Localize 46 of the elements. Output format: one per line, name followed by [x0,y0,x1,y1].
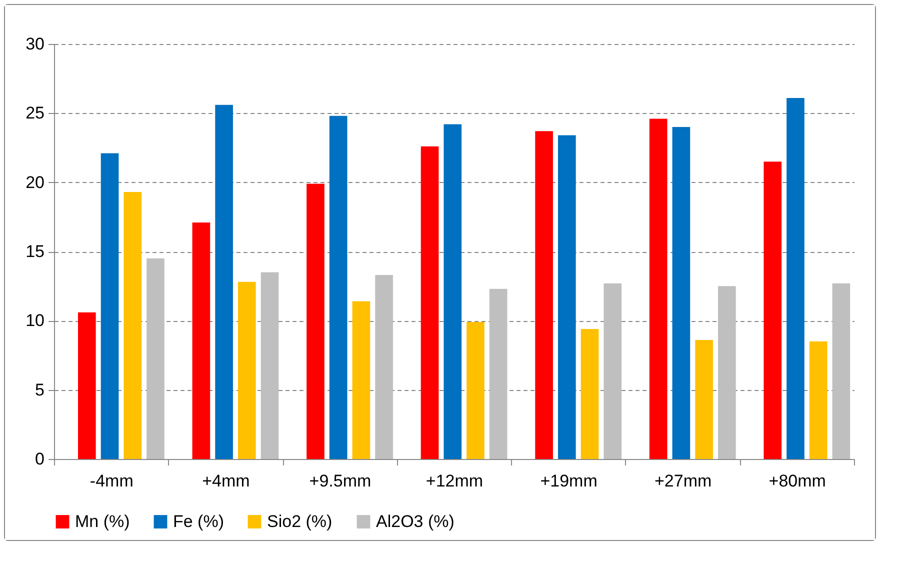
y-tick-label: 10 [26,311,44,330]
x-tick-label: +9.5mm [309,472,372,490]
legend-label: Sio2 (%) [267,512,332,531]
bar [238,282,256,459]
legend-label: Fe (%) [173,512,224,531]
x-tick-label: +19mm [540,472,598,490]
x-tick-label: -4mm [90,472,134,490]
legend-label: Al2O3 (%) [376,512,454,531]
bar [764,162,782,459]
bar [786,98,804,459]
bar [124,192,142,459]
y-tick-label: 15 [26,242,44,261]
bar [466,322,484,459]
bar [146,258,164,459]
y-tick-label: 20 [26,172,44,192]
bar [558,135,576,459]
bar [444,124,462,459]
bar [649,118,668,459]
bar [718,286,736,459]
bar [695,340,713,459]
bar [604,283,622,459]
bar [375,275,393,459]
x-tick-label: +80mm [768,472,826,490]
bar [489,288,508,459]
bar [832,283,850,459]
bar [215,104,233,459]
bar [420,146,439,459]
bar [100,153,119,459]
bar [672,127,690,459]
x-tick-label: +27mm [654,472,712,490]
y-tick-label: 0 [35,450,44,468]
y-tick-label: 25 [26,104,44,123]
bar [580,328,599,459]
bar [306,184,324,459]
bar [260,272,279,459]
bar [329,116,348,459]
bar [535,131,553,459]
bar [192,222,210,459]
x-tick-label: +12mm [426,472,484,490]
legend-label: Mn (%) [75,512,130,531]
bar [809,341,828,459]
bar [352,301,370,459]
y-tick-label: 5 [35,380,44,400]
y-tick-label: 30 [26,34,44,54]
x-tick-label: +4mm [202,472,250,490]
bar [78,312,96,459]
